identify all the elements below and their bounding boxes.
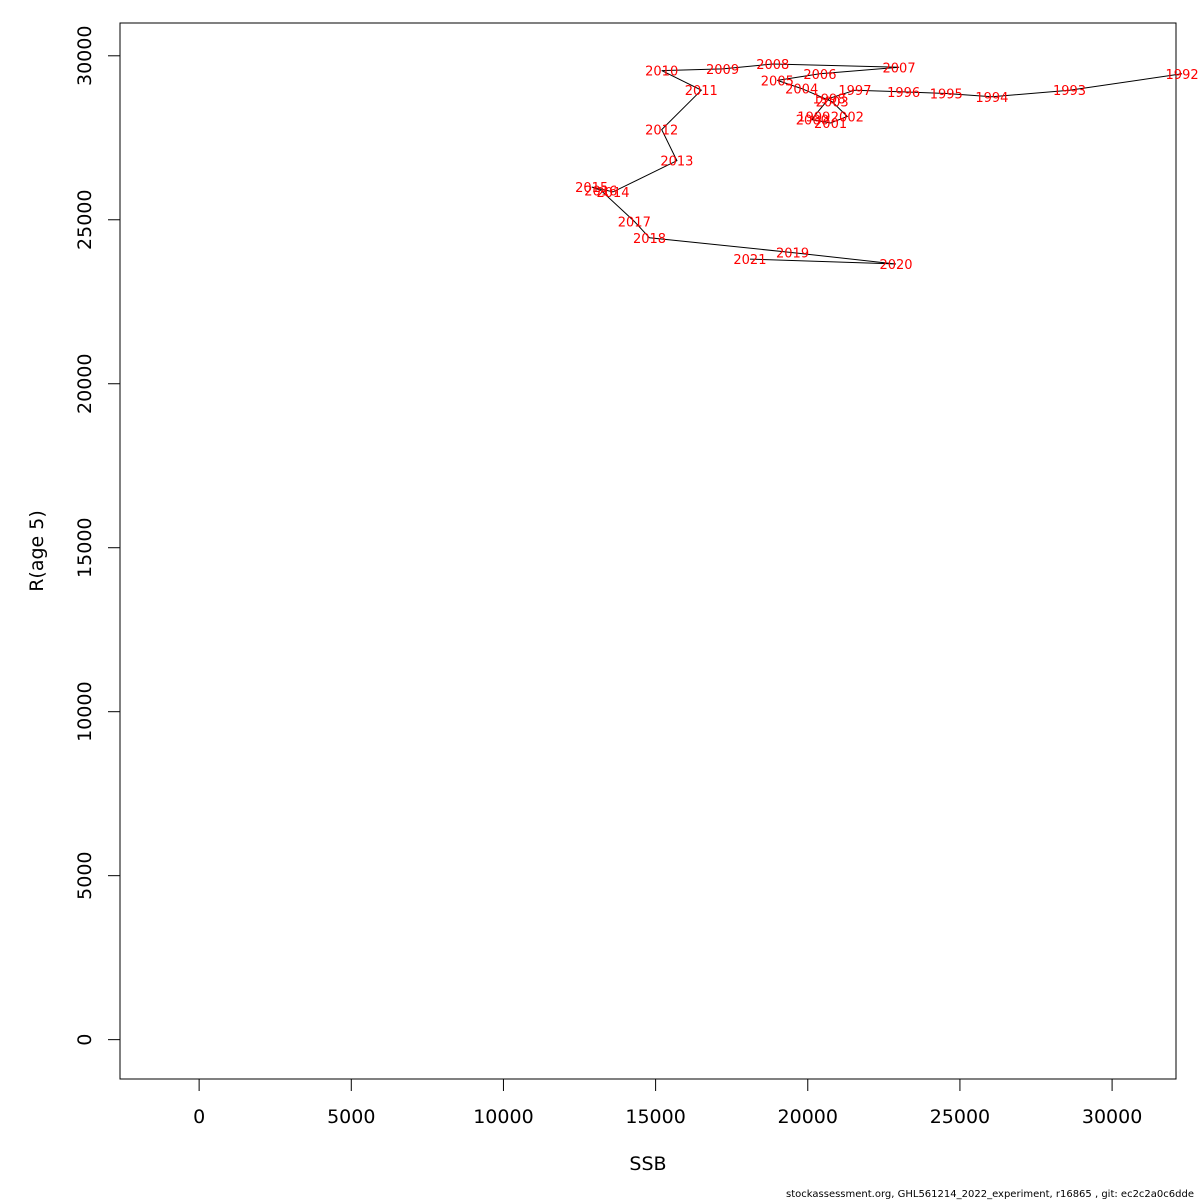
y-tick-label: 25000 [74, 190, 96, 250]
point-label-2001: 2001 [814, 117, 847, 132]
point-label-2008: 2008 [756, 58, 789, 73]
point-label-1998: 1998 [813, 92, 846, 107]
point-label-2010: 2010 [645, 65, 678, 80]
plot-frame [119, 22, 1177, 1080]
x-tick-label: 30000 [1082, 1106, 1142, 1128]
point-label-2007: 2007 [883, 61, 916, 76]
point-label-1994: 1994 [975, 91, 1008, 106]
point-label-1999: 1999 [797, 110, 830, 125]
x-tick-label: 0 [193, 1106, 205, 1128]
point-label-2002: 2002 [831, 110, 864, 125]
point-label-2004: 2004 [785, 83, 818, 98]
x-tick-label: 15000 [625, 1106, 685, 1128]
point-label-1997: 1997 [838, 84, 871, 99]
x-tick-label: 25000 [930, 1106, 990, 1128]
point-label-1993: 1993 [1053, 84, 1086, 99]
series-line [591, 63, 1183, 265]
point-label-1996: 1996 [887, 86, 920, 101]
point-label-1995: 1995 [930, 88, 963, 103]
point-label-2021: 2021 [733, 253, 766, 268]
y-tick-label: 15000 [74, 517, 96, 577]
x-axis: 0 5000 10000 15000 20000 25000 30000 [193, 1078, 1142, 1128]
y-tick-label: 10000 [74, 681, 96, 741]
point-label-2009: 2009 [706, 63, 739, 78]
point-label-2003: 2003 [816, 96, 849, 111]
x-tick-label: 10000 [473, 1106, 533, 1128]
point-label-2017: 2017 [618, 215, 651, 230]
point-label-2006: 2006 [803, 68, 836, 83]
point-label-2019: 2019 [776, 247, 809, 262]
point-label-2020: 2020 [879, 258, 912, 273]
x-tick-label: 5000 [327, 1106, 375, 1128]
y-axis-title: R(age 5) [26, 510, 48, 592]
footer-credit: stockassessment.org, GHL561214_2022_expe… [786, 1189, 1194, 1200]
series-path [591, 63, 1183, 265]
point-label-2000: 2000 [796, 114, 829, 129]
y-tick-label: 20000 [74, 354, 96, 414]
x-tick-label: 20000 [778, 1106, 838, 1128]
y-tick-label: 5000 [74, 851, 96, 899]
point-label-2014: 2014 [596, 186, 629, 201]
point-label-2012: 2012 [645, 124, 678, 139]
point-label-1992: 1992 [1166, 68, 1199, 83]
point-label-2005: 2005 [761, 74, 794, 89]
point-label-2015: 2015 [575, 181, 608, 196]
x-axis-title: SSB [629, 1153, 666, 1175]
y-tick-label: 0 [74, 1034, 96, 1046]
point-label-2013: 2013 [660, 155, 693, 170]
point-label-2011: 2011 [685, 84, 718, 99]
point-label-2018: 2018 [633, 232, 666, 247]
y-tick-label: 30000 [74, 26, 96, 86]
y-axis: 0 5000 10000 15000 20000 25000 30000 [74, 26, 121, 1046]
point-label-2016: 2016 [584, 184, 617, 199]
